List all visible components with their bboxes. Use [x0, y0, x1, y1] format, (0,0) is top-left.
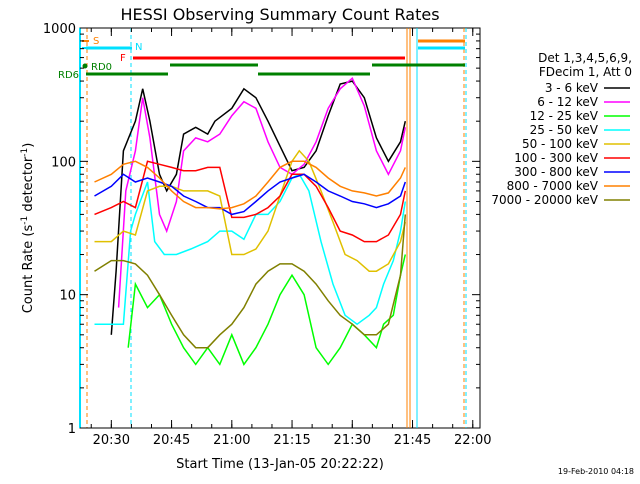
flag-label: RD0 [91, 62, 112, 73]
series-line-5 [94, 160, 407, 243]
x-tick-label: 21:15 [273, 433, 310, 448]
legend-label: 6 - 12 keV [537, 95, 599, 109]
legend-label: 300 - 800 keV [514, 165, 598, 179]
footer-date: 19-Feb-2010 04:18 [558, 467, 634, 476]
y-label-sup2: -1 [20, 148, 30, 157]
flag-label: N [135, 42, 142, 53]
y-label-main: Count Rate (s [21, 225, 36, 314]
x-tick-label: 21:30 [334, 433, 371, 448]
flags-layer: S NF RD0 RD6 [58, 36, 465, 81]
series-line-3 [94, 173, 407, 326]
legend-title-line-1: Det 1,3,4,5,6,9, [538, 51, 632, 65]
series-line-2 [127, 254, 407, 366]
chart-title: HESSI Observing Summary Count Rates [120, 5, 439, 24]
legend-label: 25 - 50 keV [530, 123, 599, 137]
x-tick-label: 20:30 [93, 433, 130, 448]
x-axis-label: Start Time (13-Jan-05 20:22:22) [176, 457, 384, 472]
y-tick-label: 1000 [43, 22, 76, 37]
flag-label: F [120, 53, 126, 64]
y-label-end: ) [21, 143, 36, 148]
x-tick-label: 21:00 [213, 433, 250, 448]
legend-label: 7000 - 20000 keV [491, 193, 598, 207]
legend-label: 12 - 25 keV [530, 109, 599, 123]
legend-label: 50 - 100 keV [522, 137, 599, 151]
y-axis-label: Count Rate (s-1 detector-1) [20, 143, 36, 314]
y-tick-label: 10 [59, 289, 76, 304]
series-line-6 [94, 173, 407, 216]
flag-label: S [93, 36, 99, 47]
y-tick-label: 100 [51, 155, 76, 170]
legend-title-line-2: FDecim 1, Att 0 [539, 65, 632, 79]
ticks-layer: 20:30 20:45 21:00 21:15 21:30 21:45 22:00 1 10 10… [43, 22, 492, 448]
x-tick-label: 21:45 [394, 433, 431, 448]
series-line-1 [117, 76, 407, 308]
y-label-sup1: -1 [20, 216, 30, 225]
x-tick-label: 22:00 [454, 433, 491, 448]
series-layer [94, 76, 407, 366]
series-line-0 [110, 80, 407, 335]
flag-label: RD6 [58, 70, 79, 81]
legend-label: 800 - 7000 keV [507, 179, 599, 193]
plot-frame [79, 27, 481, 429]
x-tick-label: 20:45 [153, 433, 190, 448]
y-tick-label: 1 [68, 422, 76, 437]
y-label-mid: detector [21, 156, 36, 216]
flag-rd0-dot [82, 63, 88, 69]
series-line-8 [94, 214, 407, 349]
series-line-4 [94, 149, 407, 272]
legend-label: 3 - 6 keV [545, 81, 599, 95]
legend: Det 1,3,4,5,6,9, FDecim 1, Att 0 3 - 6 k… [491, 51, 632, 207]
legend-label: 100 - 300 keV [514, 151, 598, 165]
series-line-7 [94, 160, 406, 210]
